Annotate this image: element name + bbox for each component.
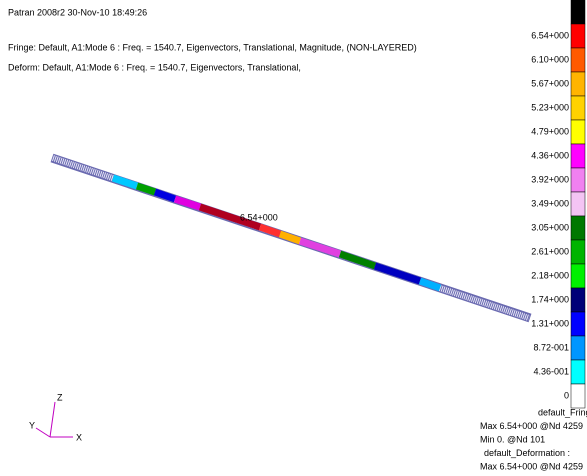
triad-label: Y [29, 420, 35, 430]
legend-label: 4.36-001 [533, 366, 569, 376]
beam-fringe [375, 266, 420, 281]
info-line: Max 6.54+000 @Nd 4259 [480, 421, 583, 431]
legend-swatch [571, 288, 585, 312]
header-line: Deform: Default, A1:Mode 6 : Freq. = 154… [8, 62, 301, 72]
legend-swatch [571, 360, 585, 384]
beam-fringe [113, 178, 137, 186]
beam-fringe [175, 199, 200, 207]
legend-swatch [571, 384, 585, 408]
legend-label: 3.92+000 [531, 174, 569, 184]
legend-swatch [571, 72, 585, 96]
legend-label: 5.67+000 [531, 78, 569, 88]
legend-swatch [571, 144, 585, 168]
beam-model: 6.54+000 [52, 158, 530, 318]
legend-label: 6.54+000 [531, 30, 569, 40]
triad-label: X [76, 432, 82, 442]
legend-swatch [571, 24, 585, 48]
legend-label: 1.31+000 [531, 318, 569, 328]
legend-swatch [571, 264, 585, 288]
legend-swatch [571, 96, 585, 120]
legend-swatch [571, 240, 585, 264]
info-line: default_Fringe : [538, 407, 587, 417]
legend-swatch [571, 120, 585, 144]
legend-label: 0 [564, 390, 569, 400]
legend-label: 2.18+000 [531, 270, 569, 280]
legend-label: 2.61+000 [531, 246, 569, 256]
header-line: Fringe: Default, A1:Mode 6 : Freq. = 154… [8, 42, 417, 52]
legend-label: 3.49+000 [531, 198, 569, 208]
legend-swatch [571, 312, 585, 336]
info-line: Max 6.54+000 @Nd 4259 [480, 461, 583, 471]
triad [36, 402, 73, 437]
info-line: Min 0. @Nd 101 [480, 434, 545, 444]
max-label: 6.54+000 [240, 212, 278, 222]
legend-label: 1.74+000 [531, 294, 569, 304]
legend-label: 3.05+000 [531, 222, 569, 232]
legend-swatch [571, 336, 585, 360]
legend-swatch [571, 48, 585, 72]
triad-axis [50, 402, 55, 437]
header-line: Patran 2008r2 30-Nov-10 18:49:26 [8, 7, 147, 17]
legend-swatch [571, 192, 585, 216]
triad-axis [36, 428, 50, 437]
legend-swatch [571, 216, 585, 240]
patran-viewport: Patran 2008r2 30-Nov-10 18:49:26 Fringe:… [0, 0, 587, 476]
beam-fringe [420, 281, 440, 288]
legend-swatch [571, 168, 585, 192]
triad-label: Z [57, 392, 63, 402]
legend-label: 4.36+000 [531, 150, 569, 160]
legend-label: 5.23+000 [531, 102, 569, 112]
legend-swatch [571, 0, 585, 24]
legend-label: 6.10+000 [531, 54, 569, 64]
legend: 6.54+000 6.10+000 5.67+000 5.23+000 4.79+000… [531, 0, 585, 408]
info-line: default_Deformation : [484, 448, 570, 458]
legend-label: 8.72-001 [533, 342, 569, 352]
info-block: default_Fringe : Max 6.54+000 @Nd 4259 Min… [480, 407, 587, 471]
legend-label: 4.79+000 [531, 126, 569, 136]
